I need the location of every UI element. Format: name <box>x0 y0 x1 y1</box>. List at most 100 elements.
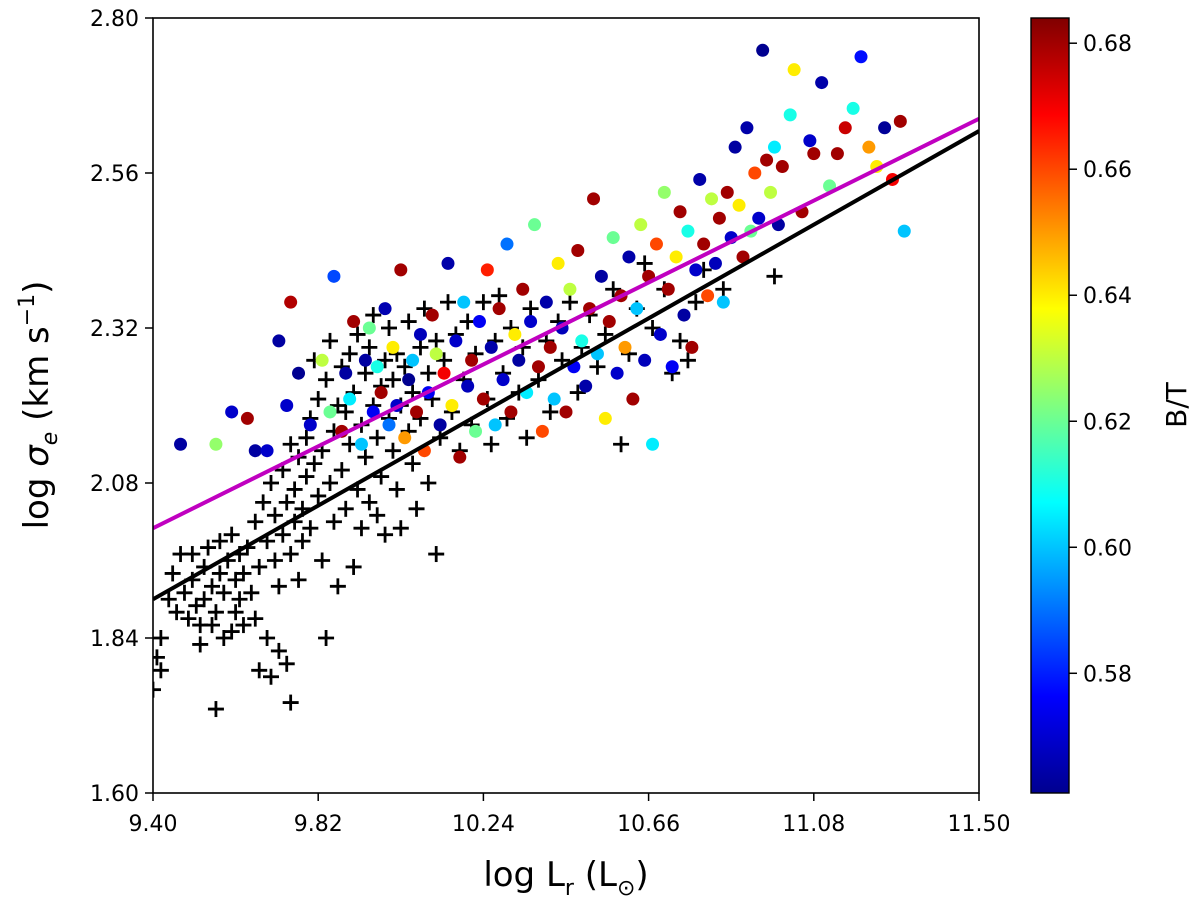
plus-marker <box>231 591 248 608</box>
plus-marker <box>384 442 401 459</box>
plus-marker <box>200 539 217 556</box>
plus-marker <box>522 300 539 317</box>
bt-circle-point <box>677 308 691 322</box>
y-axis: 1.60 1.84 2.08 2.32 2.56 2.80 <box>90 7 153 807</box>
bt-circle-point <box>378 302 392 316</box>
plus-marker <box>392 520 409 537</box>
bt-circle-point <box>598 411 612 425</box>
plus-marker <box>282 436 299 453</box>
bt-circle-point <box>543 340 557 354</box>
bt-circle-point <box>716 295 730 309</box>
bt-circle-point <box>441 256 455 270</box>
bt-circle-point <box>480 263 494 277</box>
plus-marker <box>204 617 220 634</box>
colorbar-tick-label: 0.66 <box>1083 158 1132 183</box>
bt-circle-point <box>618 340 632 354</box>
bt-circle-point <box>669 250 683 264</box>
x-axis-title: log Lr (L⊙) <box>483 855 648 900</box>
y-axis-title-subscript: e <box>38 432 63 446</box>
plus-marker <box>561 294 578 311</box>
plus-marker <box>396 358 413 375</box>
bt-circle-point <box>634 218 648 232</box>
bt-circle-point <box>838 121 852 135</box>
bt-circle-point <box>492 302 506 316</box>
plus-marker <box>215 584 232 601</box>
bt-circle-point <box>610 366 624 380</box>
bt-circle-point <box>174 437 188 451</box>
bt-circle-point <box>508 327 522 341</box>
bt-circle-point <box>457 295 471 309</box>
bt-circle-point <box>783 108 797 122</box>
bt-circle-point <box>248 444 262 458</box>
y-axis-title-unit: (km s <box>17 326 57 431</box>
bt-circle-point <box>697 237 711 251</box>
colorbar-tick-label: 0.58 <box>1083 662 1132 687</box>
bt-circle-point <box>354 437 368 451</box>
bt-circle-point <box>760 153 774 167</box>
plus-marker <box>416 300 433 317</box>
plus-marker <box>369 429 386 446</box>
plus-marker <box>270 642 287 659</box>
plus-marker <box>251 662 268 679</box>
plus-marker <box>361 339 378 356</box>
plus-marker <box>589 358 606 375</box>
bt-circle-point <box>374 386 388 400</box>
plus-marker <box>384 371 401 388</box>
bt-circle-point <box>862 140 876 154</box>
plus-marker <box>428 546 445 563</box>
bt-circle-point <box>225 405 239 419</box>
plus-marker <box>337 403 354 420</box>
fit-lines <box>153 116 979 601</box>
bt-circle-point <box>358 353 372 367</box>
colorbar-ticks: 0.58 0.60 0.62 0.64 0.66 0.68 <box>1069 32 1132 687</box>
plus-marker <box>164 565 181 582</box>
plus-marker <box>153 681 161 698</box>
x-tick-label: 10.66 <box>617 812 680 837</box>
plot-frame <box>152 17 980 794</box>
bt-circle-point <box>638 353 652 367</box>
bt-circle-point <box>756 43 770 57</box>
bt-circle-point <box>767 140 781 154</box>
plus-marker <box>542 403 559 420</box>
plus-marker <box>475 294 492 311</box>
bt-circle-point <box>524 315 538 329</box>
colorbar-tick-label: 0.68 <box>1083 32 1132 57</box>
bt-circle-point <box>476 392 490 406</box>
bt-circle-point <box>587 192 601 206</box>
bt-circle-point <box>815 76 829 90</box>
bt-circle-point <box>445 399 459 412</box>
bt-circle-point <box>803 134 817 148</box>
y-tick-label: 2.80 <box>90 7 139 32</box>
plus-marker <box>337 500 354 517</box>
plus-marker <box>314 552 331 569</box>
x-axis-title-subscript: r <box>565 876 575 900</box>
plus-marker <box>569 384 586 401</box>
plus-marker <box>168 604 185 621</box>
bt-circle-point <box>575 334 589 348</box>
bt-circle-point <box>531 360 545 374</box>
plus-marker <box>388 481 405 498</box>
plus-marker <box>420 475 437 491</box>
plus-marker <box>270 578 287 595</box>
bt-circle-point <box>496 373 510 387</box>
bt-circle-point <box>579 379 593 393</box>
plus-marker <box>365 307 382 324</box>
bt-circle-point <box>657 185 671 199</box>
y-tick-label: 1.84 <box>90 627 139 652</box>
bt-circle-point <box>433 418 447 432</box>
bt-circle-point <box>559 405 573 419</box>
colorbar-gradient <box>1030 17 1070 794</box>
plus-marker <box>349 326 366 343</box>
bt-circle-point <box>303 418 317 432</box>
plus-marker <box>266 552 283 569</box>
bt-circle-point <box>484 340 498 354</box>
bt-circle-point <box>539 295 553 309</box>
bt-circle-point <box>740 121 754 135</box>
bt-circle-point <box>606 231 620 245</box>
plus-marker <box>322 332 338 349</box>
plus-marker <box>259 630 276 646</box>
x-tick-label: 10.24 <box>452 812 515 837</box>
bt-circle-point <box>382 418 396 432</box>
bt-circle-point <box>362 321 376 335</box>
plus-marker <box>636 255 653 272</box>
